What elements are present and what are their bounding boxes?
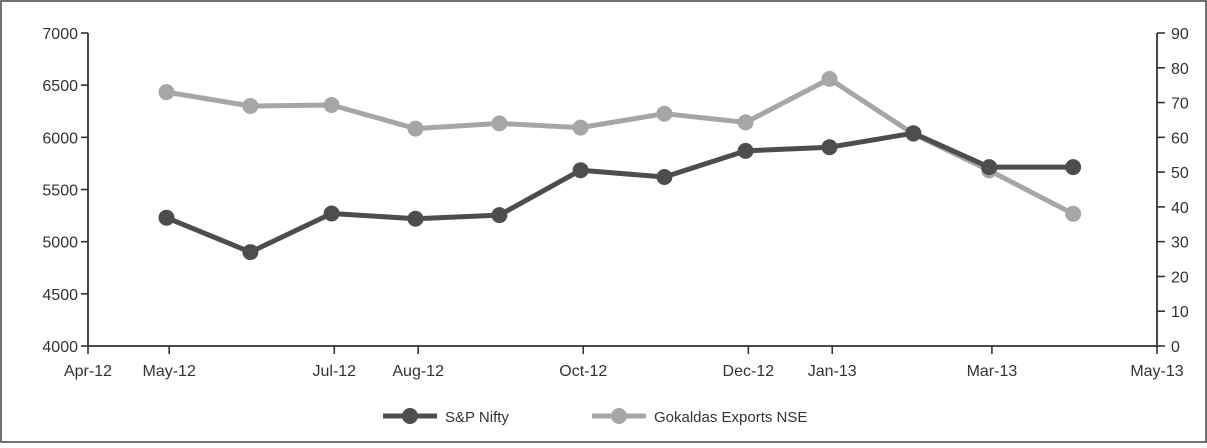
data-point (1065, 205, 1082, 222)
data-point (821, 139, 838, 156)
y-right-tick-label: 0 (1171, 339, 1180, 356)
x-tick-label: May-13 (1130, 363, 1183, 380)
x-tick-label: Mar-13 (967, 363, 1018, 380)
legend-label: Gokaldas Exports NSE (654, 409, 807, 426)
y-right-tick-label: 60 (1171, 130, 1189, 147)
legend-label: S&P Nifty (445, 409, 509, 426)
y-right-tick-label: 30 (1171, 235, 1189, 252)
x-tick-label: Jul-12 (312, 363, 356, 380)
y-right-tick-label: 80 (1171, 61, 1189, 78)
data-point (242, 244, 259, 261)
y-left-tick-label: 4500 (42, 287, 78, 304)
series-layer (158, 70, 1082, 261)
y-right-tick-label: 50 (1171, 165, 1189, 182)
data-point (158, 209, 175, 226)
data-point (656, 169, 673, 185)
x-tick-label: Apr-12 (64, 363, 112, 380)
y-left-tick-label: 4000 (42, 339, 78, 356)
legend-item-s-p-nifty: S&P Nifty (383, 408, 509, 426)
data-point (407, 210, 424, 227)
legend-swatch-marker (611, 408, 627, 424)
data-point (1065, 159, 1082, 176)
y-right-tick-label: 40 (1171, 200, 1189, 217)
data-point (491, 207, 508, 224)
x-tick-label: Oct-12 (559, 363, 607, 380)
y-right-tick-label: 90 (1171, 26, 1189, 43)
legend-swatch-marker (402, 408, 418, 424)
y-right-tick-label: 70 (1171, 96, 1189, 113)
data-point (491, 115, 508, 132)
x-tick-label: Dec-12 (723, 363, 775, 380)
y-left-tick-label: 5000 (42, 235, 78, 252)
data-point (407, 120, 424, 137)
legend-item-gokaldas-exports-nse: Gokaldas Exports NSE (592, 408, 807, 426)
x-tick-label: May-12 (143, 363, 196, 380)
data-point (323, 205, 340, 222)
data-point (323, 97, 340, 113)
data-point (572, 119, 589, 136)
x-tick-label: Aug-12 (392, 363, 444, 380)
data-point (821, 70, 838, 87)
y-left-tick-label: 6500 (42, 78, 78, 95)
data-point (981, 159, 998, 176)
y-right-tick-label: 20 (1171, 269, 1189, 286)
series-s-p-nifty (158, 125, 1082, 261)
data-point (572, 162, 589, 179)
legend: S&P Nifty Gokaldas Exports NSE (383, 408, 807, 426)
axes: 4000 4500 5000 5500 6000 6500 7000 0 10 20 30 40 50 6… (42, 26, 1188, 380)
x-tick-label: Jan-13 (808, 363, 857, 380)
y-left-tick-label: 6000 (42, 130, 78, 147)
data-point (158, 84, 175, 101)
data-point (737, 142, 754, 159)
y-left-tick-label: 7000 (42, 26, 78, 43)
data-point (905, 125, 922, 142)
series-line-s-p-nifty (164, 130, 1076, 255)
data-point (737, 114, 754, 131)
y-right-tick-label: 10 (1171, 304, 1189, 321)
y-left-tick-label: 5500 (42, 183, 78, 200)
data-point (656, 105, 673, 122)
data-point (242, 98, 259, 114)
